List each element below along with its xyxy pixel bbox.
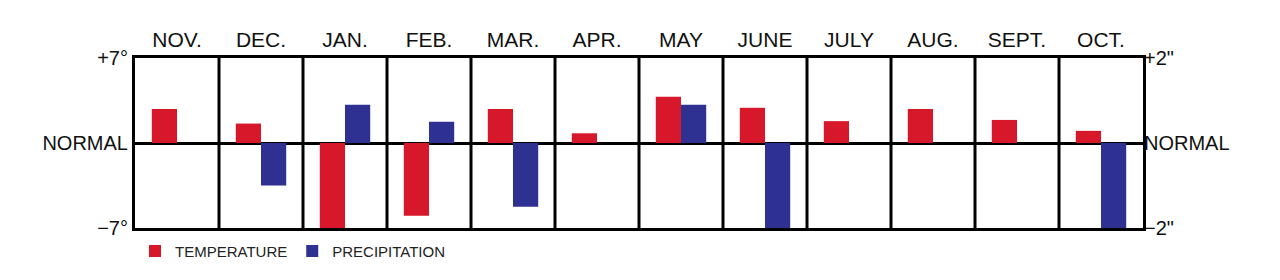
svg-text:JULY: JULY xyxy=(824,28,874,51)
svg-text:JAN.: JAN. xyxy=(322,28,368,51)
svg-text:NORMAL: NORMAL xyxy=(42,132,128,154)
svg-text:−7°: −7° xyxy=(97,217,128,239)
svg-text:SEPT.: SEPT. xyxy=(988,28,1046,51)
svg-text:FEB.: FEB. xyxy=(406,28,453,51)
svg-text:PRECIPITATION: PRECIPITATION xyxy=(332,243,445,260)
svg-text:TEMPERATURE: TEMPERATURE xyxy=(175,243,287,260)
svg-text:DEC.: DEC. xyxy=(236,28,286,51)
svg-text:−2": −2" xyxy=(1144,217,1174,239)
svg-text:NORMAL: NORMAL xyxy=(1144,132,1230,154)
svg-text:MAR.: MAR. xyxy=(487,28,540,51)
svg-text:+7°: +7° xyxy=(97,47,128,69)
svg-text:OCT.: OCT. xyxy=(1077,28,1125,51)
svg-text:APR.: APR. xyxy=(572,28,621,51)
svg-text:+2": +2" xyxy=(1144,47,1174,69)
svg-text:AUG.: AUG. xyxy=(907,28,958,51)
svg-text:JUNE: JUNE xyxy=(738,28,793,51)
svg-text:MAY: MAY xyxy=(659,28,703,51)
svg-text:NOV.: NOV. xyxy=(152,28,201,51)
